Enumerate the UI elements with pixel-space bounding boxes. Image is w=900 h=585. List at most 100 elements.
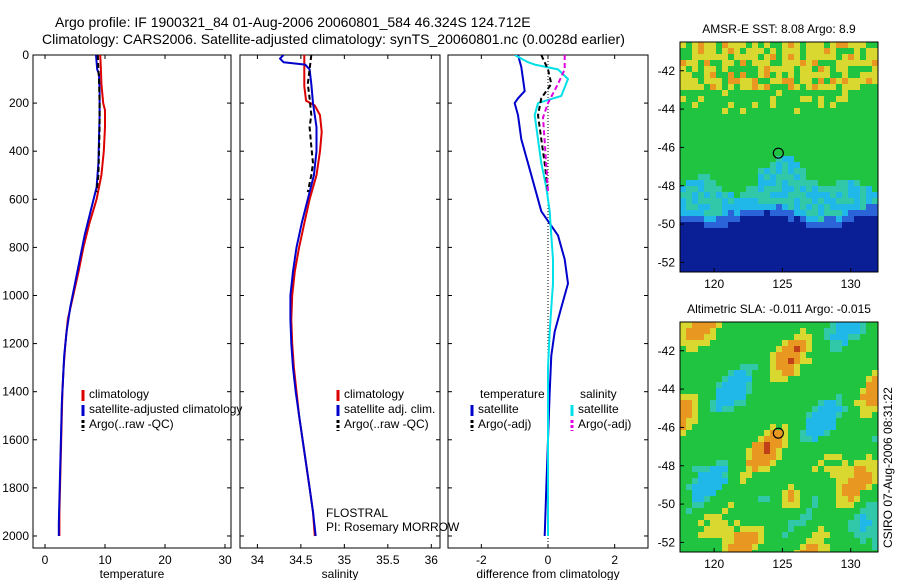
map-cell [812,466,819,473]
map-cell [722,412,729,419]
map-cell [680,508,687,515]
map-cell [752,448,759,455]
y-tick-label: 400 [9,144,29,158]
map-cell [686,532,693,539]
map-cell [740,204,747,211]
map-cell [686,418,693,425]
map-cell [728,328,735,335]
map-cell [788,228,795,235]
map-cell [740,138,747,145]
map-cell [854,322,861,329]
map-y-tick-label: -50 [658,217,676,231]
map-cell [704,358,711,365]
map-cell [782,60,789,67]
map-cell [698,234,705,241]
map-cell [860,406,867,413]
map-cell [740,228,747,235]
map-cell [710,472,717,479]
map-cell [860,430,867,437]
map-cell [818,66,825,73]
map-cell [728,90,735,97]
map-cell [866,198,873,205]
map-title: AMSR-E SST: 8.08 Argo: 8.9 [702,22,856,36]
map-cell [752,228,759,235]
map-cell [842,538,849,545]
map-cell [806,388,813,395]
map-cell [854,90,861,97]
map-cell [752,394,759,401]
map-cell [680,84,687,91]
map-cell [716,406,723,413]
map-cell [860,48,867,55]
map-cell [830,42,837,49]
float-name: FLOSTRAL [326,506,388,520]
map-cell [860,210,867,217]
map-cell [812,108,819,115]
map-cell [818,42,825,49]
map-cell [812,78,819,85]
map-cell [770,376,777,383]
map-cell [704,222,711,229]
map-cell [848,418,855,425]
map-cell [866,168,873,175]
map-cell [770,54,777,61]
map-cell [848,454,855,461]
map-cell [734,352,741,359]
map-cell [710,48,717,55]
map-cell [686,252,693,259]
map-cell [800,126,807,133]
map-cell [716,478,723,485]
map-cell [764,370,771,377]
map-cell [788,490,795,497]
map-frame [679,41,879,273]
map-cell [842,180,849,187]
map-cell [836,334,843,341]
map-cell [800,490,807,497]
map-cell [758,66,765,73]
map-cell [764,490,771,497]
map-cell [830,394,837,401]
map-cell [818,406,825,413]
legend-label: salinity [580,387,617,401]
map-cell [704,328,711,335]
map-cell [872,496,878,503]
map-cell [824,520,831,527]
map-cell [794,460,801,467]
map-cell [782,84,789,91]
map-cell [800,508,807,515]
map-cell [764,216,771,223]
map-cell [830,364,837,371]
map-cell [752,436,759,443]
map-cell [794,120,801,127]
map-cell [692,78,699,85]
map-cell [872,430,878,437]
map-cell [854,394,861,401]
map-cell [872,192,878,199]
map-cell [788,466,795,473]
map-cell [746,478,753,485]
map-cell [812,66,819,73]
map-cell [722,520,729,527]
map-cell [770,472,777,479]
map-cell [866,454,873,461]
map-cell [848,72,855,79]
map-cell [830,198,837,205]
map-cell [782,532,789,539]
map-cell [842,120,849,127]
map-cell [686,150,693,157]
map-cell [722,370,729,377]
map-cell [680,436,687,443]
map-cell [824,72,831,79]
map-cell [704,406,711,413]
map-cell [734,66,741,73]
map-cell [836,258,843,265]
map-cell [728,186,735,193]
map-cell [692,228,699,235]
map-cell [740,72,747,79]
map-cell [776,550,783,552]
map-cell [758,544,765,551]
map-cell [854,532,861,539]
map-cell [794,352,801,359]
map-cell [866,114,873,121]
map-cell [794,502,801,509]
